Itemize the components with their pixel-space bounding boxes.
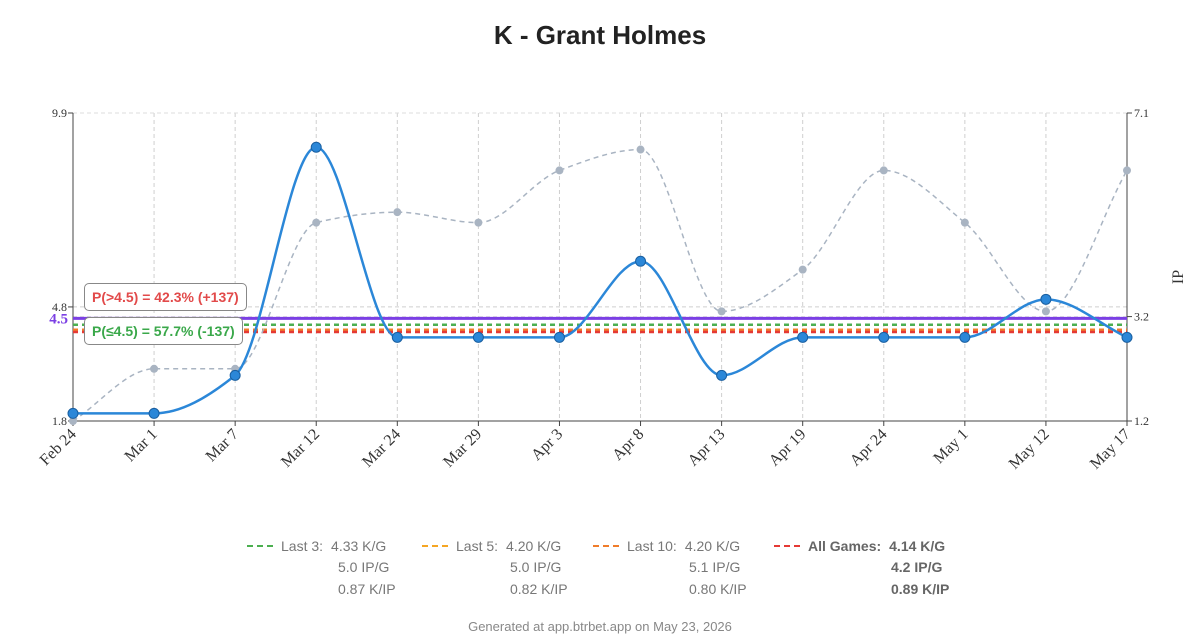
y-right-tick-label: 7.1: [1134, 106, 1149, 120]
ip-data-point: [1041, 307, 1050, 316]
ip-data-point: [879, 166, 888, 175]
k-data-point: [553, 331, 565, 343]
k-data-point: [148, 407, 160, 419]
ip-data-point: [717, 307, 726, 316]
ip-data-point: [555, 166, 564, 175]
legend-kip: 0.89 K/IP: [891, 581, 950, 597]
x-tick-label: Feb 24: [37, 426, 80, 469]
k-data-point: [472, 331, 484, 343]
x-tick-label: Mar 7: [203, 426, 242, 465]
legend-kg: 4.20 K/G: [684, 538, 741, 554]
ip-data-point: [798, 265, 807, 274]
legend-ipg: 4.2 IP/G: [891, 559, 943, 575]
prob-over-label: P(>4.5) = 42.3% (+137): [84, 283, 247, 311]
x-tick-label: Apr 19: [766, 426, 810, 470]
legend-kip: 0.87 K/IP: [338, 581, 396, 597]
y-left-tick-label: 1.8: [52, 414, 67, 428]
x-tick-label: Mar 12: [278, 426, 323, 471]
legend-item-all-games: All Games: 4.14 K/G 4.2 IP/G 0.89 K/IP: [774, 536, 949, 600]
legend-item-last-10: Last 10: 4.20 K/G 5.1 IP/G 0.80 K/IP: [593, 536, 747, 600]
ip-data-point: [150, 364, 159, 373]
k-data-point: [959, 331, 971, 343]
x-tick-label: Apr 13: [685, 426, 729, 470]
x-tick-label: Mar 1: [122, 426, 161, 465]
prob-under-label: P(≤4.5) = 57.7% (-137): [84, 317, 243, 345]
x-tick-label: May 1: [930, 426, 971, 467]
legend-ipg: 5.0 IP/G: [510, 559, 562, 575]
legend-dash: [247, 545, 273, 547]
ip-data-point: [474, 218, 483, 227]
legend-kg: 4.33 K/G: [331, 538, 387, 554]
legend-kg: 4.20 K/G: [506, 538, 562, 554]
y-right-tick-label: 1.2: [1134, 414, 1149, 428]
legend-dash: [593, 545, 619, 547]
ip-data-point: [636, 145, 645, 154]
x-tick-label: May 17: [1087, 426, 1134, 473]
k-data-point: [716, 369, 728, 381]
k-data-point: [878, 331, 890, 343]
ip-data-point: [393, 208, 402, 217]
k-series-line: [73, 145, 1128, 415]
legend-kg: 4.14 K/G: [889, 538, 946, 554]
k-data-point: [310, 141, 322, 153]
x-tick-label: Apr 24: [847, 426, 891, 470]
prop-line-label: 4.5: [49, 311, 68, 327]
ip-data-point: [69, 417, 77, 425]
k-data-point: [635, 255, 647, 267]
ip-data-point: [312, 218, 321, 227]
footer-credit: Generated at app.btrbet.app on May 23, 2…: [468, 619, 732, 634]
y-right-tick-label: 3.2: [1134, 310, 1149, 324]
k-data-point: [1040, 293, 1052, 305]
chart-title: K - Grant Holmes: [493, 20, 707, 50]
k-data-point: [1121, 331, 1133, 343]
y-right-axis-label: IP: [1170, 270, 1187, 284]
x-tick-label: Mar 29: [440, 426, 485, 471]
legend-dash: [422, 545, 448, 547]
ip-series-line: [72, 148, 1128, 422]
legend-item-last-5: Last 5: 4.20 K/G 5.0 IP/G 0.82 K/IP: [422, 536, 568, 600]
legend-kip: 0.80 K/IP: [689, 581, 747, 597]
legend-ipg: 5.1 IP/G: [689, 559, 741, 575]
x-tick-label: Apr 3: [528, 426, 566, 464]
y-left-tick-label: 4.8: [52, 300, 67, 314]
chart-canvas: 9.9 4.8 1.8 7.1 3.2 1.2 IP Feb 24 Mar 1 Mar 7 Mar …: [37, 106, 1187, 473]
k-data-point: [229, 369, 241, 381]
y-left-tick-label: 9.9: [52, 106, 67, 120]
k-data-point: [391, 331, 403, 343]
x-tick-label: Apr 8: [609, 426, 647, 464]
legend-label: Last 10:: [627, 538, 677, 554]
legend-label: All Games:: [808, 538, 882, 554]
legend-dash: [774, 545, 800, 547]
legend-kip: 0.82 K/IP: [510, 581, 568, 597]
ip-data-point: [1123, 166, 1131, 175]
legend-label: Last 3:: [281, 538, 324, 554]
x-tick-label: May 12: [1006, 426, 1053, 473]
legend-label: Last 5:: [456, 538, 499, 554]
x-tick-label: Mar 24: [359, 426, 404, 471]
legend-ipg: 5.0 IP/G: [338, 559, 390, 575]
k-data-point: [797, 331, 809, 343]
legend-item-last-3: Last 3: 4.33 K/G 5.0 IP/G 0.87 K/IP: [247, 536, 396, 600]
k-data-point: [67, 407, 79, 419]
ip-data-point: [960, 218, 969, 227]
